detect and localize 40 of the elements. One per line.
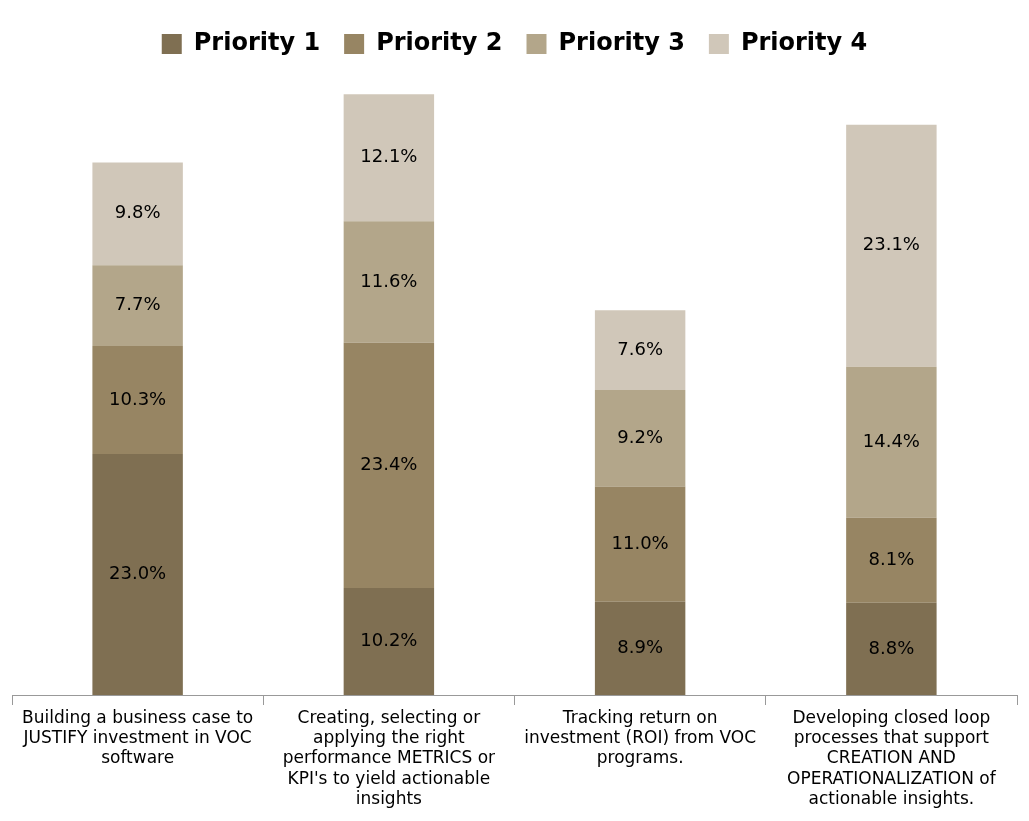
bar xyxy=(343,221,435,343)
data-label: 8.1% xyxy=(868,547,915,569)
data-label: 10.2% xyxy=(360,629,418,651)
bar xyxy=(92,453,183,695)
bar xyxy=(846,602,937,695)
data-label: 7.7% xyxy=(114,293,161,315)
data-label: 23.1% xyxy=(862,233,920,255)
data-label: 10.3% xyxy=(109,387,167,409)
data-label: 11.6% xyxy=(360,269,418,291)
bar xyxy=(846,124,937,367)
legend-label: Priority 3 xyxy=(558,28,685,57)
x-tick-label: Developing closed loop processes that support CREATION AND OPERATIONALIZATION of actionable insights. xyxy=(787,706,997,809)
bar xyxy=(846,366,937,518)
bar xyxy=(594,310,686,390)
data-label: 8.9% xyxy=(617,636,663,658)
data-label: 12.1% xyxy=(360,145,418,167)
bar xyxy=(92,265,183,346)
data-label: 23.4% xyxy=(360,453,418,475)
data-label: 8.8% xyxy=(868,636,915,658)
bar xyxy=(343,588,435,695)
legend-label: Priority 4 xyxy=(740,28,868,57)
bar xyxy=(594,601,686,695)
data-label: 14.4% xyxy=(862,430,920,452)
bar xyxy=(846,517,937,603)
bar xyxy=(594,389,686,487)
bar xyxy=(594,486,686,602)
bar xyxy=(343,342,435,589)
x-tick-label: Tracking return on investment (ROI) from VOC programs. xyxy=(524,706,757,768)
data-label: 7.6% xyxy=(617,337,663,359)
bar xyxy=(92,345,183,454)
data-label: 9.2% xyxy=(617,425,663,447)
data-label: 23.0% xyxy=(109,562,167,584)
bar xyxy=(343,94,435,222)
legend-label: Priority 1 xyxy=(193,28,321,57)
data-label: 11.0% xyxy=(611,531,669,553)
data-label: 9.8% xyxy=(114,201,161,223)
x-tick-label: Creating, selecting or applying the right performance METRICS or KPI's to yield actionable insights xyxy=(282,706,496,809)
x-tick-label: Building a business case to JUSTIFY investment in VOC software xyxy=(22,706,254,768)
legend-label: Priority 2 xyxy=(376,28,503,57)
bar xyxy=(92,162,183,266)
